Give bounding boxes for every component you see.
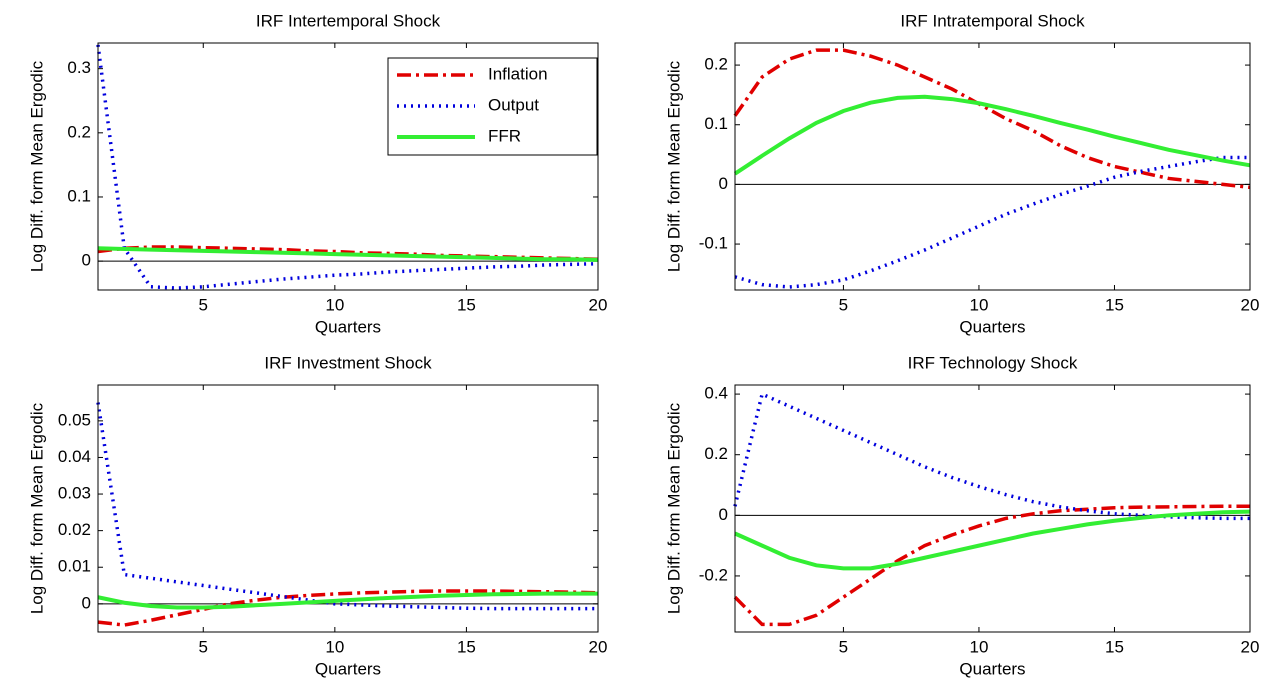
y-tick-label: 0	[82, 593, 91, 612]
y-tick-label: 0.2	[704, 55, 728, 74]
plot-frame	[97, 42, 599, 291]
legend-label: FFR	[488, 126, 521, 145]
plot-frame	[734, 42, 1251, 291]
x-tick-label: 15	[457, 637, 476, 656]
series-line	[733, 504, 1250, 627]
legend-label: Inflation	[488, 64, 548, 83]
x-tick-label: 15	[457, 295, 476, 314]
y-tick-label: 0.01	[58, 557, 91, 576]
y-tick-label: 0.02	[58, 520, 91, 539]
x-tick-label: 5	[839, 637, 848, 656]
plot-frame	[734, 384, 1251, 633]
x-tick-label: 10	[969, 295, 988, 314]
y-tick-label: 0.1	[67, 186, 91, 205]
plot-frame	[97, 384, 599, 633]
x-tick-label: 20	[589, 295, 608, 314]
x-tick-label: 10	[969, 637, 988, 656]
series-line	[734, 155, 1250, 289]
series-line	[96, 402, 598, 611]
x-tick-label: 5	[199, 637, 208, 656]
series-line	[97, 591, 598, 610]
y-tick-label: -0.2	[699, 565, 728, 584]
y-tick-label: 0.2	[704, 444, 728, 463]
series-line	[733, 48, 1251, 190]
legend-label: Output	[488, 95, 539, 114]
x-tick-label: 10	[325, 637, 344, 656]
series-line	[733, 94, 1251, 176]
y-tick-label: 0	[719, 505, 728, 524]
series-line	[97, 589, 599, 627]
x-axis-label: Quarters	[959, 659, 1025, 678]
y-tick-label: 0.3	[67, 58, 91, 77]
x-tick-label: 20	[1241, 295, 1260, 314]
chart-title: IRF Investment Shock	[264, 353, 432, 372]
y-tick-label: 0.05	[58, 410, 91, 429]
y-tick-label: 0.4	[704, 384, 728, 403]
y-tick-label: 0.2	[67, 122, 91, 141]
y-tick-label: -0.1	[699, 234, 728, 253]
x-tick-label: 15	[1105, 637, 1124, 656]
series-line	[97, 246, 599, 262]
series-line	[96, 44, 599, 290]
y-axis-label: Log Diff. form Mean Ergodic	[664, 60, 683, 272]
y-axis-label: Log Diff. form Mean Ergodic	[27, 402, 46, 614]
y-axis-label: Log Diff. form Mean Ergodic	[664, 402, 683, 614]
x-axis-label: Quarters	[315, 659, 381, 678]
y-tick-label: 0.03	[58, 484, 91, 503]
y-tick-label: 0.1	[704, 114, 728, 133]
x-axis-label: Quarters	[315, 317, 381, 336]
x-tick-label: 20	[1241, 637, 1260, 656]
chart-title: IRF Intertemporal Shock	[256, 11, 441, 30]
x-axis-label: Quarters	[959, 317, 1025, 336]
chart-title: IRF Technology Shock	[908, 353, 1078, 372]
x-tick-label: 15	[1105, 295, 1124, 314]
x-tick-label: 10	[325, 295, 344, 314]
x-tick-label: 5	[839, 295, 848, 314]
series-line	[734, 509, 1251, 571]
x-tick-label: 20	[589, 637, 608, 656]
y-tick-label: 0.04	[58, 447, 91, 466]
series-line	[733, 391, 1250, 521]
y-tick-label: 0	[82, 251, 91, 270]
y-tick-label: 0	[719, 174, 728, 193]
x-tick-label: 5	[199, 295, 208, 314]
chart-title: IRF Intratemporal Shock	[900, 11, 1085, 30]
y-axis-label: Log Diff. form Mean Ergodic	[27, 60, 46, 272]
